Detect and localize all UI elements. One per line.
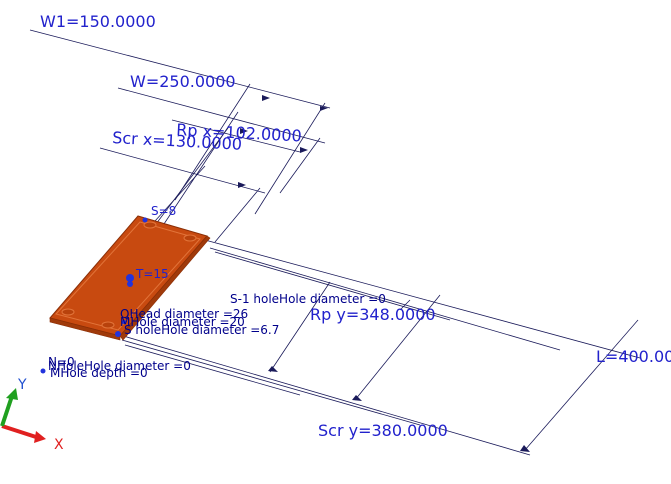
reference-point-icon [126, 274, 134, 282]
y-axis-label: Y [17, 377, 27, 393]
plate-side-face [49, 317, 121, 341]
corner-hole-icon [61, 308, 75, 316]
reference-point-icon [127, 281, 133, 287]
dimension-scry-label: Scr y=380.0000 [318, 421, 448, 440]
dimension-w-label: W=250.0000 [130, 72, 236, 91]
annotation-n: N=0 [48, 355, 75, 369]
annotation-s1-hole: S-1 holeHole diameter =0 [230, 292, 386, 306]
reference-point-icon [142, 217, 148, 223]
annotation-s: S=8 [151, 204, 176, 218]
dimension-w1-label: W1=150.0000 [40, 12, 156, 31]
x-axis-arrow-icon [34, 431, 46, 443]
y-axis-line [0, 395, 14, 427]
annotation-s-hole: S holeHole diameter =6.7 [124, 323, 279, 337]
x-axis-line [1, 424, 37, 439]
annotation-head-diameter: QHead diameter =26 [120, 307, 248, 321]
annotation-t: T=15 [135, 267, 169, 281]
reference-point-icon [122, 320, 126, 324]
corner-hole-icon [143, 221, 157, 229]
dimension-rpy-label: Rp y=348.0000 [310, 305, 436, 324]
axis-triad: X Y [0, 377, 64, 453]
plate-model[interactable] [40, 215, 211, 374]
y-axis-arrow-icon [6, 388, 18, 400]
plate-inner-edge [55, 221, 201, 331]
corner-hole-icon [101, 321, 115, 329]
corner-hole-icon [183, 234, 197, 242]
dimension-lines [29, 29, 641, 456]
annotation-m-hole: MHole diameter =20 [120, 315, 245, 329]
annotation-n-hole: NHoleHole diameter =0 [48, 359, 191, 373]
reference-point-icon [115, 331, 121, 337]
dimension-l-label: L=400.00 [596, 347, 671, 366]
reference-point-icon [40, 368, 46, 374]
x-axis-label: X [54, 437, 64, 453]
annotation-m-depth: MHole depth =0 [50, 366, 148, 380]
plate-right-face [119, 235, 211, 341]
